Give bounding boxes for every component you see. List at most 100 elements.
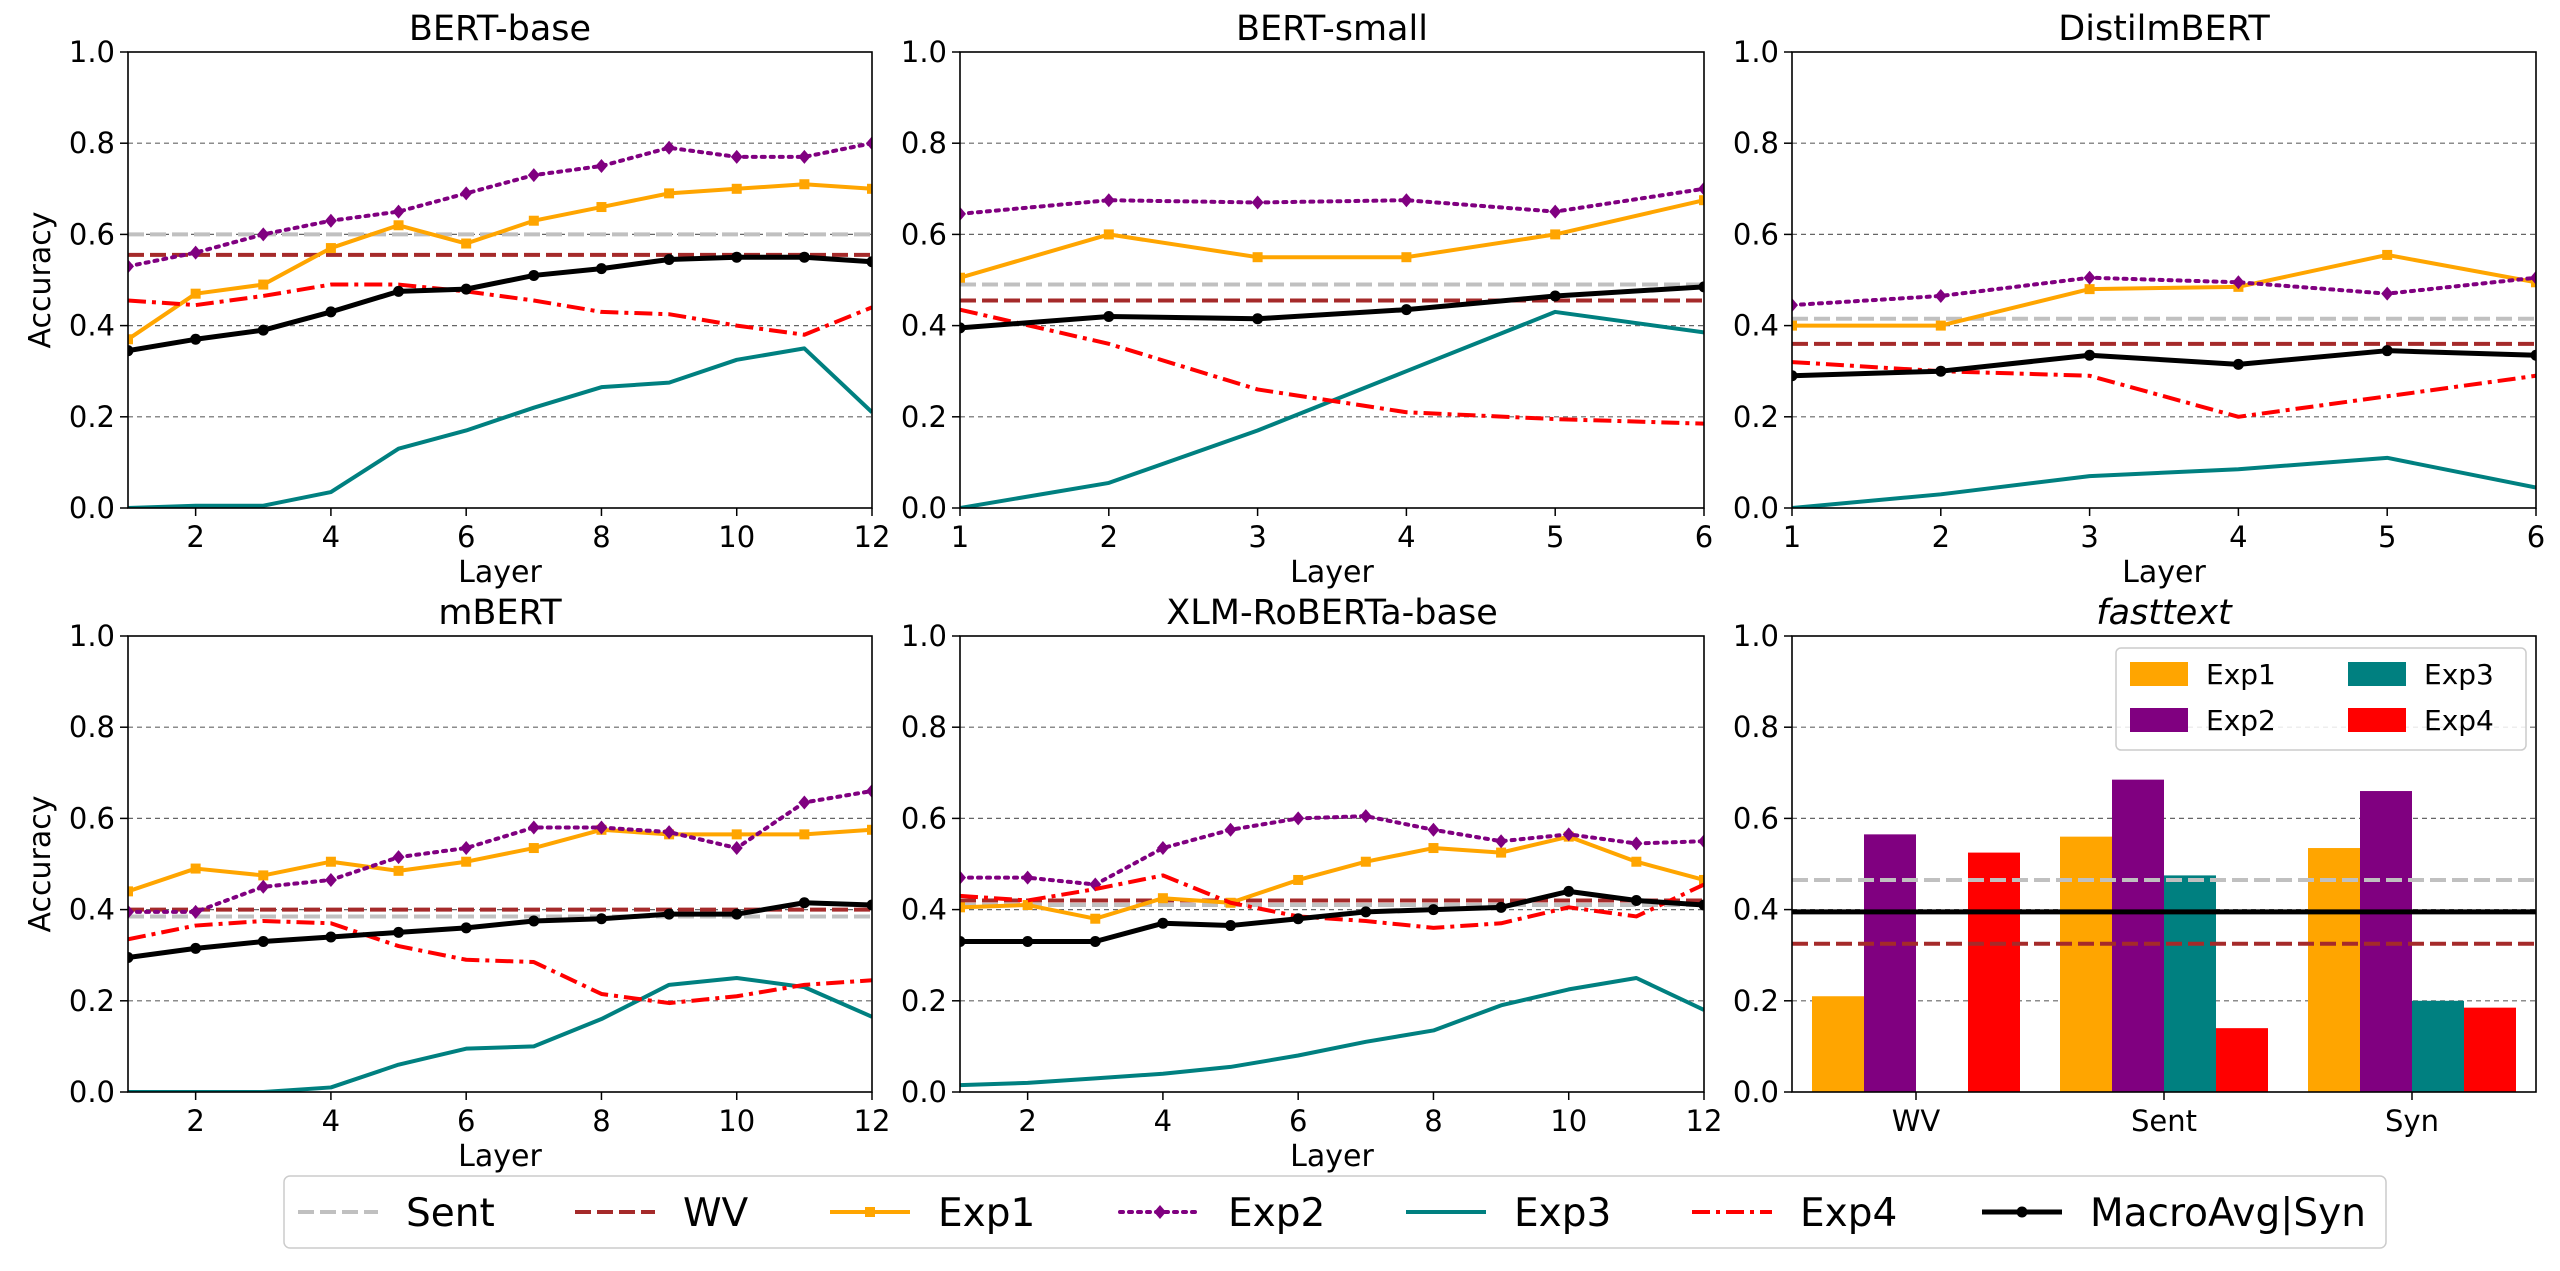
point-exp1 [664, 188, 675, 199]
y-tick-label: 0.0 [1733, 491, 1779, 525]
y-tick-label: 0.6 [69, 217, 115, 251]
series-line-exp2 [128, 789, 872, 914]
y-tick-label: 0.4 [901, 309, 947, 343]
y-tick-label: 0.2 [901, 400, 947, 434]
point-exp1 [1428, 843, 1439, 854]
series-macroavg-syn [960, 281, 1704, 334]
legend-entry-exp4: Exp4 [1692, 1191, 1897, 1236]
legend-entry-exp1: Exp1 [830, 1191, 1035, 1236]
series-line-exp4 [960, 873, 1704, 930]
y-tick-label: 1.0 [901, 619, 947, 653]
point-macroavg-syn [1563, 885, 1575, 897]
point-macroavg-syn [1792, 370, 1798, 382]
subplot-distilmbert: 0.0 0.2 0.4 0.6 0.8 1.0 1 2 3 4 5 6 Layer DistilmBERT [1733, 9, 2545, 590]
series-exp4 [128, 282, 872, 337]
bar-exp1-syn [2308, 848, 2360, 1092]
point-macroavg-syn [1698, 899, 1704, 911]
x-tick-label: 5 [1546, 520, 1564, 554]
x-tick-label: 6 [457, 520, 475, 554]
y-tick-label: 0.8 [901, 126, 947, 160]
bar-exp2-sent [2112, 779, 2164, 1092]
y-axis-label: Accuracy [23, 212, 58, 349]
point-exp1 [799, 829, 810, 840]
x-tick-label: 10 [718, 520, 755, 554]
x-tick-label: 12 [854, 1104, 891, 1138]
bar-exp1-wv [1812, 996, 1864, 1092]
series-line-exp3 [960, 309, 1704, 508]
x-axis-label: Layer [1290, 555, 1374, 590]
y-tick-label: 0.2 [1733, 400, 1779, 434]
series-exp2 [960, 809, 1704, 892]
point-exp2 [392, 204, 405, 219]
x-tick-label: 6 [1695, 520, 1713, 554]
point-exp2 [2232, 275, 2245, 290]
point-exp2 [392, 850, 405, 865]
point-exp1 [461, 238, 472, 249]
series-macroavg-syn [1792, 345, 2536, 382]
point-exp2 [324, 213, 337, 228]
point-exp1 [1252, 252, 1263, 263]
point-exp2 [663, 140, 676, 155]
subplot-title: mBERT [438, 593, 562, 633]
point-exp1 [2084, 284, 2095, 295]
point-exp1 [1699, 195, 1704, 206]
series-line-exp4 [960, 307, 1704, 426]
point-macroavg-syn [960, 322, 966, 334]
series-line-macroavg-syn [960, 284, 1704, 331]
series-line-exp1 [128, 182, 872, 341]
plot-area [960, 181, 1704, 508]
point-macroavg-syn [2530, 349, 2536, 361]
series-line-exp2 [960, 814, 1704, 887]
point-macroavg-syn [2381, 345, 2393, 357]
subplot-bert-small: 0.0 0.2 0.4 0.6 0.8 1.0 1 2 3 4 5 6 Layer BERT-small [901, 9, 1713, 590]
y-tick-label: 0.8 [69, 710, 115, 744]
point-exp2 [1102, 193, 1115, 208]
series-line-exp2 [960, 186, 1704, 216]
subplot-fasttext: 0.00.20.40.60.81.0WV Sent SynExp1Exp2Exp3E… [1733, 593, 2537, 1138]
bar-exp4-wv [1968, 852, 2020, 1092]
plot-area [128, 136, 872, 508]
point-macroavg-syn [1089, 936, 1101, 948]
legend-label-exp1: Exp1 [2206, 658, 2276, 691]
point-exp1 [799, 179, 810, 190]
series-exp4 [1792, 360, 2536, 419]
point-exp2 [1792, 298, 1798, 313]
series-exp4 [960, 307, 1704, 426]
y-axis-label: Accuracy [23, 796, 58, 933]
bar-exp4-sent [2216, 1028, 2268, 1092]
axes-frame [959, 635, 1705, 1093]
y-tick-label: 0.2 [69, 400, 115, 434]
y-tick-label: 0.6 [1733, 801, 1779, 835]
plot-area [128, 784, 872, 1092]
point-exp2 [128, 904, 134, 919]
y-tick-label: 0.8 [1733, 126, 1779, 160]
legend-label-exp2: Exp2 [1228, 1191, 1325, 1236]
x-tick-label: 2 [186, 1104, 204, 1138]
point-macroavg-syn [2084, 349, 2096, 361]
bar-exp1-sent [2060, 836, 2112, 1092]
series-line-macroavg-syn [128, 254, 872, 354]
y-tick-label: 1.0 [69, 35, 115, 69]
point-macroavg-syn [190, 942, 202, 954]
subplot-mbert: 0.0 0.2 0.4 0.6 0.8 1.0 2 4 6 8 10 12 Layer mBERT Accu… [23, 593, 890, 1174]
series-line-macroavg-syn [960, 888, 1704, 945]
point-macroavg-syn [257, 324, 269, 336]
point-exp2 [2530, 270, 2536, 285]
x-tick-label: 8 [592, 520, 610, 554]
x-tick-label: 10 [718, 1104, 755, 1138]
legend-label-sent: Sent [406, 1191, 495, 1236]
x-tick-label: 2 [186, 520, 204, 554]
y-tick-label: 0.8 [69, 126, 115, 160]
subplot-title: BERT-small [1236, 9, 1428, 49]
legend-marker-exp2 [1154, 1205, 1166, 1219]
point-macroavg-syn [190, 333, 202, 345]
y-tick-label: 0.2 [69, 984, 115, 1018]
series-line-exp3 [128, 976, 872, 1092]
point-exp1 [1401, 252, 1412, 263]
point-macroavg-syn [798, 251, 810, 263]
point-exp2 [663, 825, 676, 840]
point-exp2 [595, 159, 608, 173]
point-exp1 [1935, 320, 1946, 331]
series-exp3 [128, 346, 872, 508]
point-macroavg-syn [1252, 313, 1264, 325]
